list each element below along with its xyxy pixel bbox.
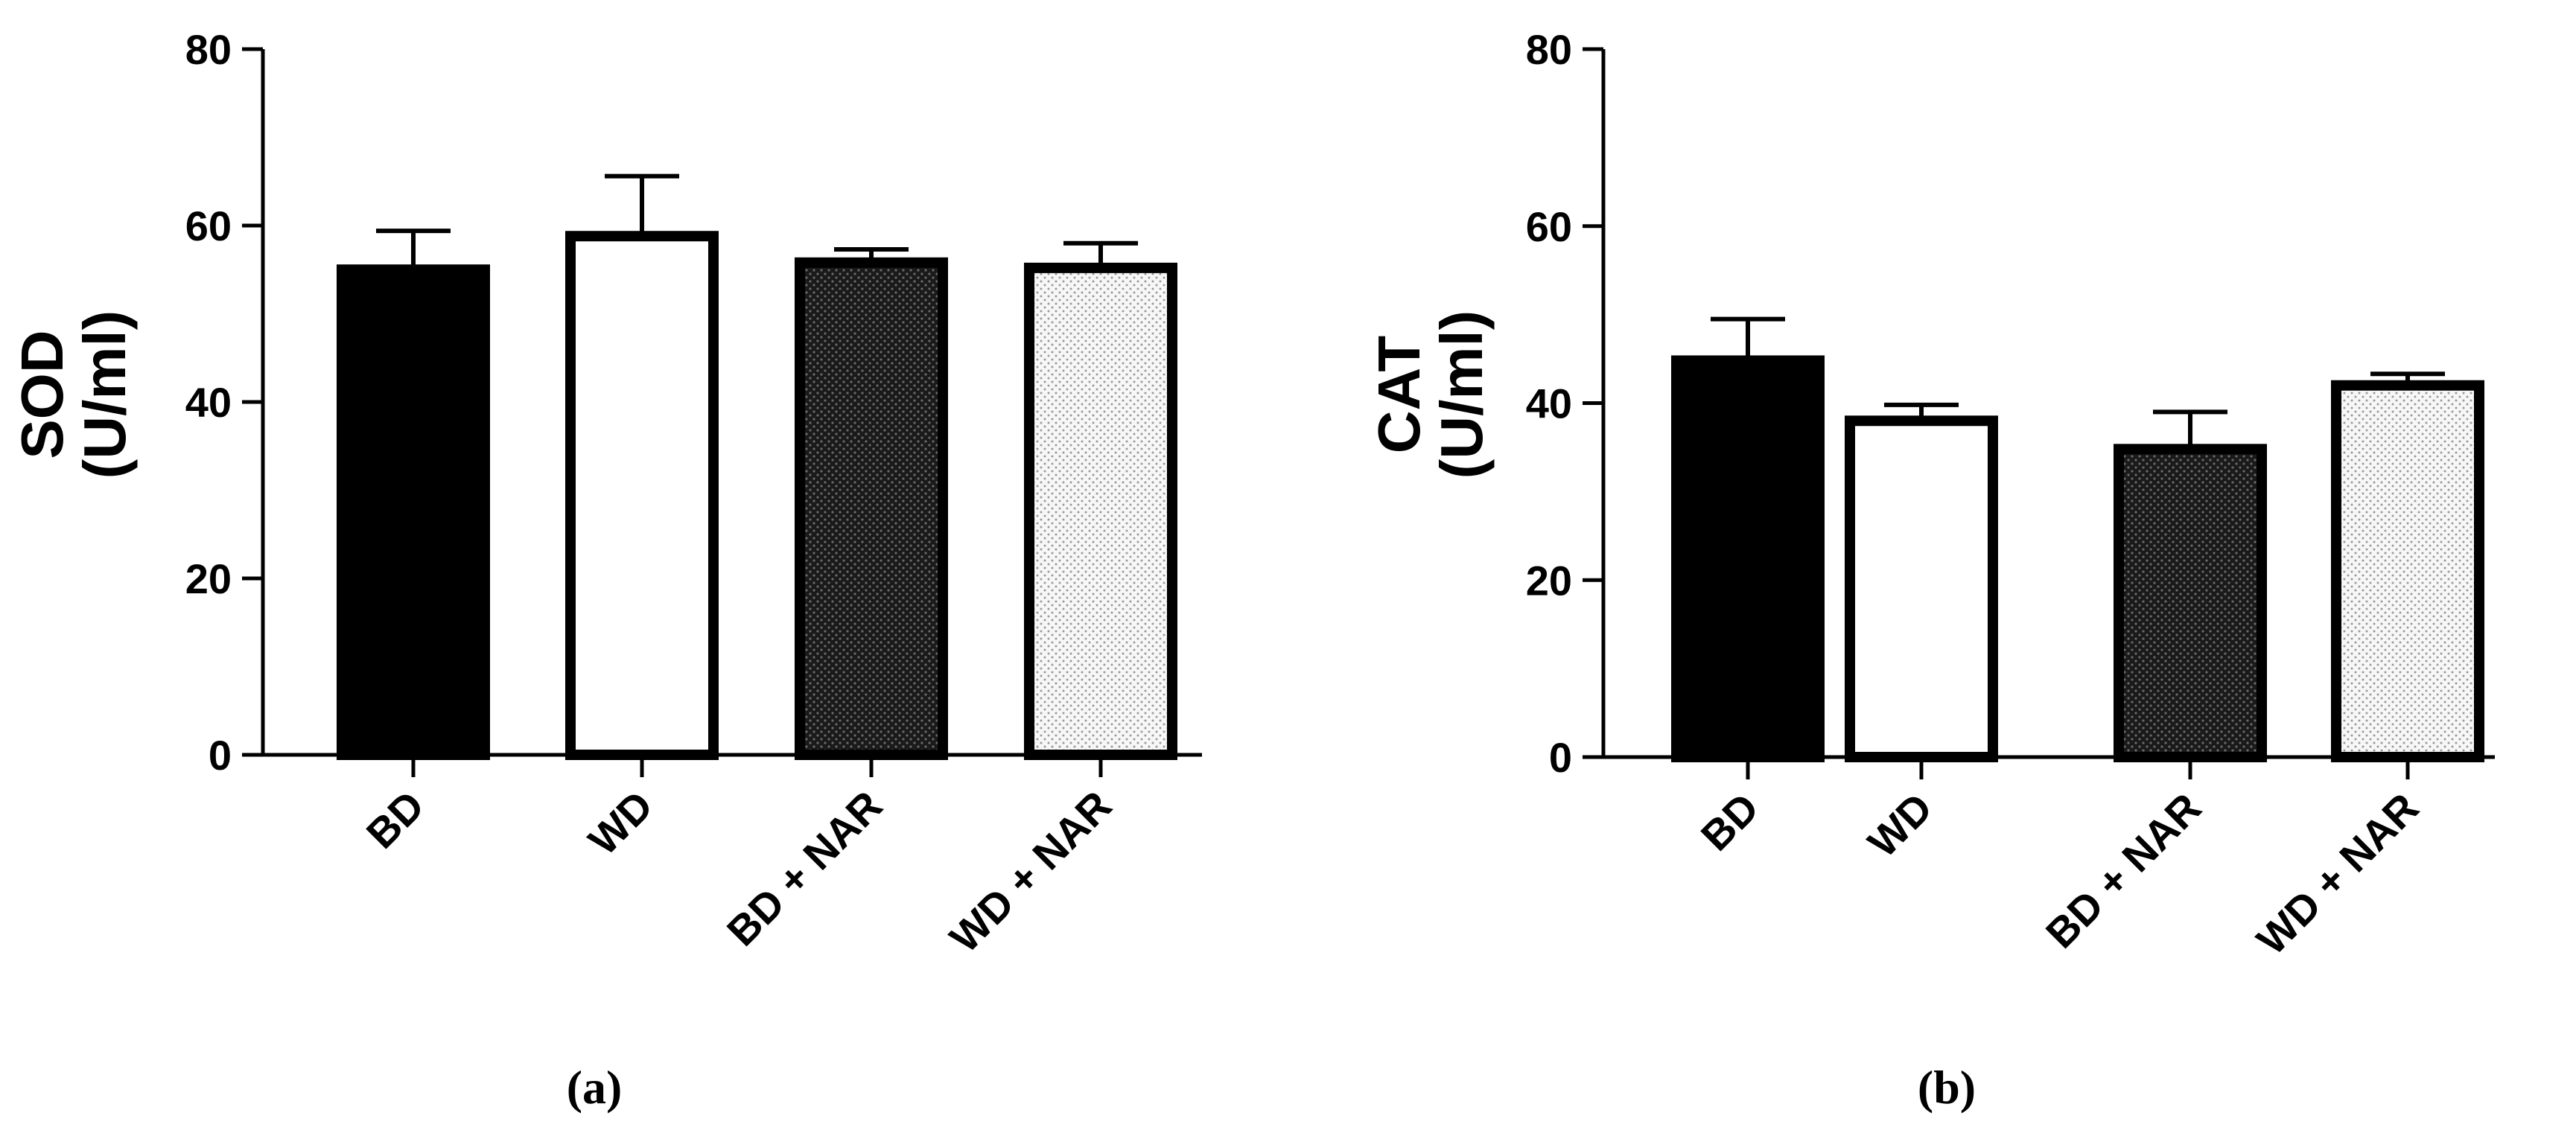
y-tick-label-sod-60: 60 <box>185 202 232 249</box>
bar-cat-3 <box>2114 444 2267 762</box>
x-tick-label-sod-1: BD <box>357 782 433 858</box>
plot-area-cat: 0 20 40 60 80 BD WD BD + NAR WD + NAR <box>1526 26 2495 963</box>
bar-cat-2 <box>1845 415 1998 763</box>
x-tick-label-cat-1: BD <box>1692 784 1768 860</box>
y-axis-title-cat: CAT <box>1366 336 1432 454</box>
bar-sod-2 <box>565 231 719 761</box>
y-axis-units-cat: (U/ml) <box>1428 310 1495 479</box>
x-tick-label-sod-4: WD + NAR <box>941 782 1120 961</box>
x-tick-label-cat-3: BD + NAR <box>2037 784 2210 957</box>
bar-sod-1 <box>337 264 490 760</box>
bar-cat-4 <box>2331 380 2484 762</box>
panel-label-a: (a) <box>567 1061 623 1114</box>
y-tick-label-cat-40: 40 <box>1526 380 1572 427</box>
y-axis-title-sod: SOD <box>9 330 75 459</box>
y-axis-units-sod: (U/ml) <box>71 310 138 479</box>
panel-label-b: (b) <box>1918 1061 1976 1114</box>
chart-panel-a: 0 20 40 60 80 BD WD BD + NAR WD + NAR SOD (U/ml)… <box>9 26 1202 1114</box>
plot-area-sod: 0 20 40 60 80 BD WD BD + NAR WD + NAR <box>185 26 1202 961</box>
bar-sod-3 <box>795 257 948 760</box>
y-tick-label-cat-80: 80 <box>1526 26 1572 73</box>
bar-sod-4 <box>1024 262 1177 760</box>
y-tick-label-sod-20: 20 <box>185 555 232 602</box>
y-tick-label-sod-40: 40 <box>185 379 232 426</box>
chart-panel-b: 0 20 40 60 80 BD WD BD + NAR WD + NAR CAT (U/ml)… <box>1366 26 2495 1114</box>
y-tick-label-cat-0: 0 <box>1549 734 1572 781</box>
y-tick-label-sod-0: 0 <box>209 732 232 779</box>
y-tick-label-cat-60: 60 <box>1526 203 1572 250</box>
y-tick-label-cat-20: 20 <box>1526 557 1572 604</box>
x-tick-label-cat-2: WD <box>1859 784 1941 866</box>
y-tick-label-sod-80: 80 <box>185 26 232 73</box>
x-tick-label-sod-2: WD <box>579 782 662 864</box>
bar-cat-1 <box>1671 355 1825 762</box>
x-tick-label-sod-3: BD + NAR <box>718 782 891 955</box>
x-tick-label-cat-4: WD + NAR <box>2248 784 2427 963</box>
